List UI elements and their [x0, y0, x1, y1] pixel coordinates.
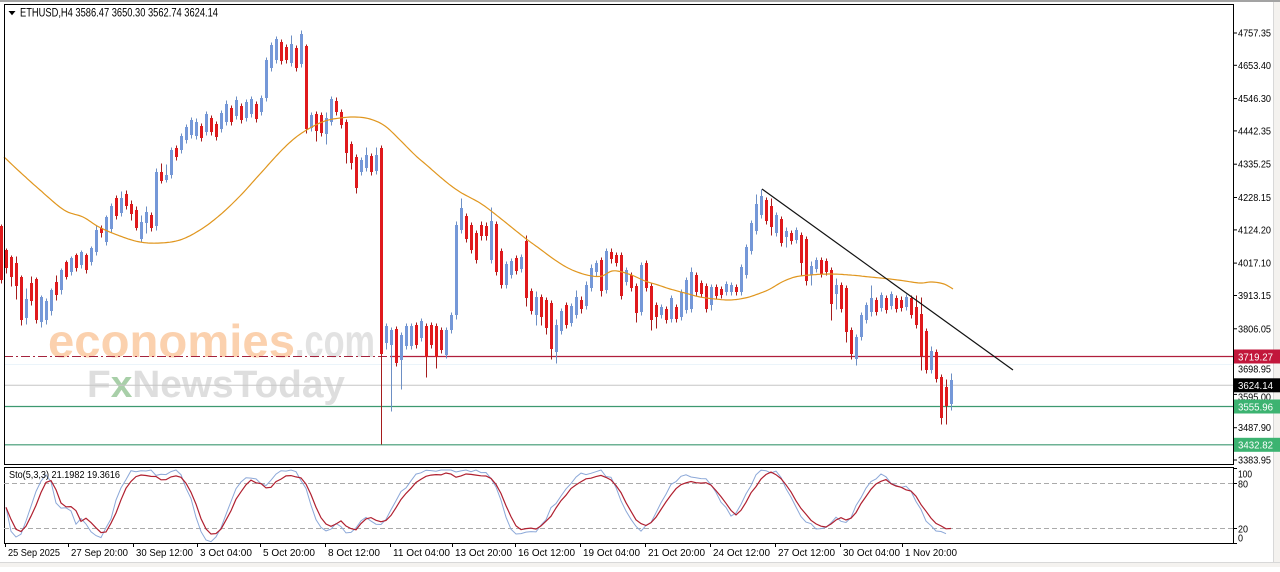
svg-text:4228.15: 4228.15	[1238, 192, 1271, 204]
svg-text:4757.35: 4757.35	[1238, 28, 1271, 40]
svg-text:24 Oct 12:00: 24 Oct 12:00	[713, 547, 770, 559]
svg-text:3383.95: 3383.95	[1238, 455, 1271, 467]
svg-text:3698.95: 3698.95	[1238, 364, 1271, 376]
svg-text:11 Oct 04:00: 11 Oct 04:00	[393, 547, 450, 559]
svg-text:3487.90: 3487.90	[1238, 422, 1271, 434]
svg-text:3913.15: 3913.15	[1238, 290, 1271, 302]
svg-text:3432.82: 3432.82	[1238, 440, 1273, 452]
svg-text:Sto(5,3,3) 21.1982 19.3616: Sto(5,3,3) 21.1982 19.3616	[9, 469, 120, 481]
svg-text:27 Sep 20:00: 27 Sep 20:00	[71, 547, 128, 559]
svg-text:27 Oct 12:00: 27 Oct 12:00	[778, 547, 835, 559]
svg-text:3 Oct 04:00: 3 Oct 04:00	[200, 547, 252, 559]
svg-text:3555.96: 3555.96	[1238, 401, 1273, 413]
svg-text:0: 0	[1238, 533, 1243, 545]
svg-text:4546.30: 4546.30	[1238, 93, 1271, 105]
svg-text:.com: .com	[295, 315, 375, 367]
svg-text:economies: economies	[48, 315, 295, 367]
svg-text:30 Sep 12:00: 30 Sep 12:00	[136, 547, 193, 559]
svg-text:25 Sep 2025: 25 Sep 2025	[8, 547, 60, 559]
svg-text:8 Oct 12:00: 8 Oct 12:00	[328, 547, 380, 559]
svg-text:3624.14: 3624.14	[1238, 380, 1273, 392]
svg-text:4017.10: 4017.10	[1238, 258, 1271, 270]
svg-text:100: 100	[1238, 469, 1252, 481]
svg-text:ETHUSD,H4 3586.47 3650.30 356: ETHUSD,H4 3586.47 3650.30 3562.74 3624.1…	[20, 8, 218, 20]
svg-text:30 Oct 04:00: 30 Oct 04:00	[843, 547, 900, 559]
svg-text:21 Oct 20:00: 21 Oct 20:00	[648, 547, 705, 559]
svg-text:4124.20: 4124.20	[1238, 224, 1271, 236]
svg-text:4442.35: 4442.35	[1238, 125, 1271, 137]
svg-text:5 Oct 20:00: 5 Oct 20:00	[263, 547, 315, 559]
svg-text:13 Oct 20:00: 13 Oct 20:00	[455, 547, 512, 559]
svg-text:20: 20	[1238, 523, 1248, 535]
svg-text:4335.25: 4335.25	[1238, 159, 1271, 171]
svg-text:19 Oct 04:00: 19 Oct 04:00	[583, 547, 640, 559]
svg-text:1 Nov 20:00: 1 Nov 20:00	[905, 547, 957, 559]
svg-text:3719.27: 3719.27	[1238, 351, 1273, 363]
svg-text:4653.40: 4653.40	[1238, 60, 1271, 72]
svg-text:80: 80	[1238, 479, 1248, 491]
svg-text:16 Oct 12:00: 16 Oct 12:00	[518, 547, 575, 559]
svg-text:3806.05: 3806.05	[1238, 323, 1271, 335]
